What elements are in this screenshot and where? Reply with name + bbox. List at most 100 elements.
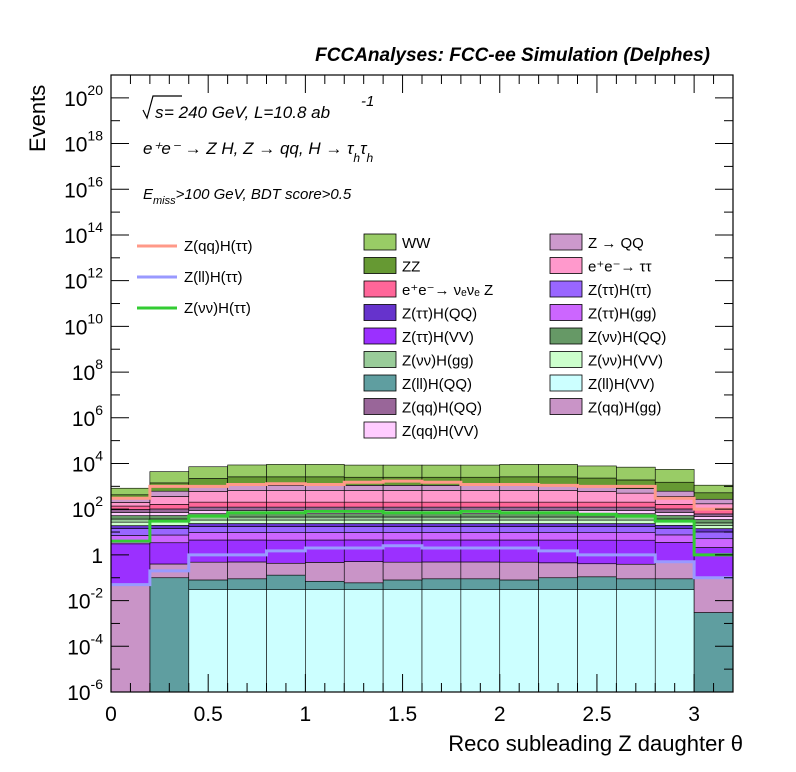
bar-z-h-gg-15 — [693, 538, 734, 548]
bar-e-e-z-6 — [343, 501, 384, 508]
bar-e-e-z-13 — [616, 501, 656, 508]
bar-z-h-vv-15 — [693, 547, 734, 578]
y-tick-exponent: -4 — [91, 630, 104, 646]
bar-z-ll-h-qq-14 — [654, 578, 695, 590]
signal-lines — [111, 479, 733, 587]
y-tick-base: 10 — [72, 362, 95, 385]
cuts-rest: >100 GeV, BDT score>0.5 — [176, 186, 352, 203]
bar-ww-11 — [538, 464, 578, 478]
bar-z-h-gg-11 — [538, 532, 578, 541]
bar-z-qq-h-qq-2 — [188, 506, 228, 511]
bar-z-qq-h-qq-4 — [266, 506, 306, 511]
bar-z-h-vv-3 — [227, 539, 267, 563]
bar-z-h-vv-4 — [266, 519, 306, 524]
bar-z-qq-6 — [343, 485, 384, 491]
x-tick-label: 0.5 — [194, 703, 223, 726]
bar-z-h-vv-2 — [188, 539, 228, 563]
bar-z-h-vv-5 — [305, 539, 345, 563]
legend-label-z-qq-h-gg: Z(qq)H(gg) — [588, 400, 661, 417]
bar-z-qq-h-vv-2 — [188, 510, 228, 514]
signal-line-z-ll-h — [111, 544, 733, 587]
bar-z-h-gg-10 — [499, 532, 539, 541]
bar-z-qq-h-vv-0 — [110, 512, 151, 516]
bar-z-qq-h-qq-0 — [110, 509, 151, 513]
legend-label-z-h: Z(νν)H(ττ) — [184, 300, 251, 317]
bar-e-e-9 — [460, 490, 501, 503]
bar-z-h-gg-9 — [460, 516, 501, 521]
bar-z-qq-15 — [693, 498, 734, 505]
bar-z-qq-h-gg-13 — [616, 563, 656, 580]
bar-e-e-13 — [616, 492, 656, 503]
stacked-bars — [110, 464, 734, 693]
bar-z-ll-h-qq-7 — [382, 579, 423, 590]
bar-z-h-gg-9 — [460, 532, 501, 541]
bar-zz-15 — [693, 492, 734, 500]
bar-z-ll-h-qq-13 — [616, 578, 656, 590]
bar-z-ll-h-qq-12 — [577, 576, 617, 590]
legend-swatch-e-e-z — [363, 280, 397, 298]
bar-e-e-4 — [266, 490, 306, 503]
x-axis-title: Reco subleading Z daughter θ — [448, 731, 743, 756]
bar-z-h-gg-11 — [538, 516, 578, 521]
bar-z-qq-13 — [616, 488, 656, 494]
sqrt-s-text: s — [155, 103, 164, 122]
bar-z-h-qq-3 — [227, 523, 267, 527]
bar-z-h-qq-1 — [149, 515, 190, 520]
x-tick-label: 0 — [105, 703, 117, 726]
bar-z-qq-9 — [460, 485, 501, 491]
bar-z-qq-h-qq-13 — [616, 506, 656, 511]
y-axis-title: Events — [25, 85, 50, 152]
bar-z-h-4 — [266, 526, 306, 533]
bar-ww-0 — [110, 487, 151, 496]
bar-z-h-gg-5 — [305, 516, 345, 521]
bar-z-h-8 — [421, 526, 462, 533]
legend-swatch-ww — [363, 233, 397, 251]
bar-e-e-0 — [110, 502, 151, 507]
bar-z-h-gg-12 — [577, 516, 617, 521]
bar-z-h-qq-11 — [538, 523, 578, 527]
bar-ww-1 — [149, 471, 190, 484]
bar-z-h-qq-7 — [382, 523, 423, 527]
bar-z-h-gg-3 — [227, 516, 267, 521]
bar-ww-4 — [266, 464, 306, 478]
bar-z-h-11 — [538, 526, 578, 533]
bar-e-e-z-3 — [227, 501, 267, 508]
bar-z-qq-h-gg-7 — [382, 561, 423, 581]
bar-z-ll-h-vv-10 — [499, 589, 539, 693]
bar-z-h-vv-15 — [693, 525, 734, 529]
bar-z-qq-h-gg-2 — [188, 561, 228, 581]
legend-label-z-qq-h-qq: Z(qq)H(QQ) — [402, 400, 482, 417]
bar-z-h-qq-0 — [110, 515, 151, 520]
bar-z-h-vv-7 — [382, 539, 423, 563]
legend-label-ww: WW — [402, 235, 431, 252]
bar-z-qq-4 — [266, 485, 306, 491]
bar-z-h-vv-13 — [616, 539, 656, 565]
y-tick-label: 102 — [72, 493, 103, 522]
y-tick-exponent: 2 — [95, 493, 103, 509]
bar-z-h-vv-5 — [305, 519, 345, 524]
x-tick-label: 3 — [688, 703, 700, 726]
bar-e-e-3 — [227, 490, 267, 503]
bar-z-qq-1 — [149, 490, 190, 497]
bar-z-qq-5 — [305, 485, 345, 491]
y-tick-label: 10-2 — [67, 585, 103, 614]
legend-swatch-z-h-qq — [363, 304, 397, 321]
bar-z-h-vv-8 — [421, 539, 462, 563]
x-tick-label: 1 — [300, 703, 312, 726]
bar-e-e-7 — [382, 490, 423, 503]
bar-z-ll-h-vv-5 — [305, 589, 345, 693]
bar-z-qq-h-gg-12 — [577, 563, 617, 578]
bar-z-qq-h-vv-1 — [149, 512, 190, 516]
bar-z-h-qq-14 — [654, 525, 695, 529]
bar-ww-12 — [577, 465, 617, 479]
y-tick-base: 10 — [64, 179, 87, 202]
bar-z-ll-h-qq-11 — [538, 577, 578, 590]
bar-z-qq-h-qq-3 — [227, 506, 267, 511]
bar-z-h-qq-4 — [266, 523, 306, 527]
legend-swatch-z-h-vv — [363, 327, 397, 345]
bar-z-ll-h-vv-13 — [616, 589, 656, 693]
bar-z-qq-h-gg-6 — [343, 561, 384, 584]
bar-z-h-vv-9 — [460, 539, 501, 563]
x-tick-label: 1.5 — [388, 703, 417, 726]
bar-z-qq-7 — [382, 485, 423, 491]
